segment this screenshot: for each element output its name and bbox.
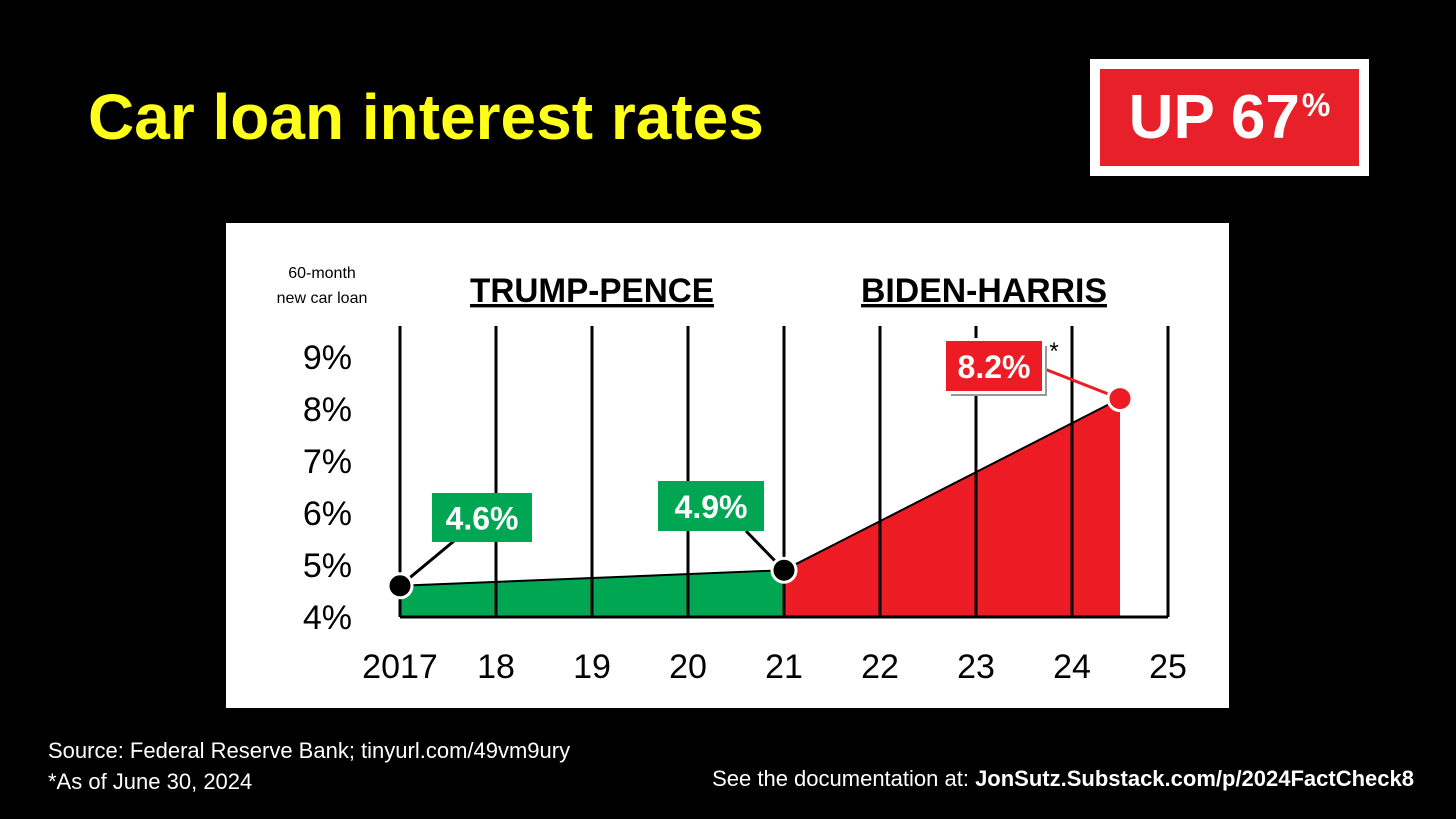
annotation-box: [946, 341, 1042, 391]
y-tick-label: 4%: [303, 599, 352, 637]
chart-panel: 4% 5% 6% 7% 8% 9% 2017 18 19 20 21 22 23 24 25 60-mont…: [226, 223, 1229, 708]
axis-layer: 4% 5% 6% 7% 8% 9% 2017 18 19 20 21 22 23 24 25: [303, 339, 1187, 686]
data-point-marker: [386, 572, 414, 600]
series-line-1: [783, 397, 1121, 572]
x-tick-label: 20: [669, 648, 707, 686]
y-tick-label: 8%: [303, 391, 352, 429]
x-tick-label: 22: [861, 648, 899, 686]
data-point-marker: [770, 556, 798, 584]
y-axis-title-line2: new car loan: [277, 290, 368, 307]
y-tick-label: 6%: [303, 495, 352, 533]
y-tick-label: 7%: [303, 443, 352, 481]
annotation-box: [658, 481, 764, 531]
badge-main-text: UP 67: [1128, 83, 1300, 152]
period-label-biden-harris: BIDEN-HARRIS: [861, 272, 1107, 310]
area-biden-harris: [784, 398, 1120, 617]
series-line-0: [399, 569, 785, 587]
x-tick-label: 25: [1149, 648, 1187, 686]
footnote-text: *As of June 30, 2024: [48, 769, 253, 794]
documentation-link[interactable]: JonSutz.Substack.com/p/2024FactCheck8: [975, 766, 1414, 791]
x-tick-label: 2017: [362, 648, 438, 686]
gridlines-layer: [398, 326, 1170, 617]
y-tick-label: 5%: [303, 547, 352, 585]
badge-percent-sign: %: [1301, 87, 1331, 123]
x-tick-label: 24: [1053, 648, 1091, 686]
annotation-leader-line: [1041, 366, 1121, 400]
page-title: Car loan interest rates: [88, 81, 764, 153]
y-tick-label: 9%: [303, 339, 352, 377]
y-axis-title-line1: 60-month: [288, 265, 356, 282]
annotation-label: 8.2%: [958, 349, 1031, 385]
annotation-label: 4.9%: [675, 489, 748, 525]
series-lines-layer: [399, 397, 1121, 587]
x-tick-label: 19: [573, 648, 611, 686]
x-tick-label: 23: [957, 648, 995, 686]
annotation-box: [432, 493, 532, 542]
annotation-footnote-marker: *: [1049, 338, 1058, 365]
annotation-label: 4.6%: [446, 501, 519, 537]
period-label-trump-pence: TRUMP-PENCE: [470, 272, 714, 310]
percent-change-badge: UP 67%: [1090, 59, 1369, 176]
area-chart: 4% 5% 6% 7% 8% 9% 2017 18 19 20 21 22 23 24 25 60-mont…: [277, 265, 1187, 686]
footer-source: Source: Federal Reserve Bank; tinyurl.co…: [48, 735, 570, 797]
source-text: Source: Federal Reserve Bank; tinyurl.co…: [48, 738, 571, 763]
documentation-prefix: See the documentation at:: [712, 766, 976, 791]
x-tick-label: 21: [765, 648, 803, 686]
footer-documentation: See the documentation at: JonSutz.Substa…: [712, 766, 1414, 792]
labels-layer: 60-month new car loan TRUMP-PENCE BIDEN-HAR…: [277, 265, 1134, 600]
percent-change-badge-inner: UP 67%: [1100, 69, 1359, 166]
x-tick-label: 18: [477, 648, 515, 686]
data-point-marker: [1106, 385, 1134, 413]
